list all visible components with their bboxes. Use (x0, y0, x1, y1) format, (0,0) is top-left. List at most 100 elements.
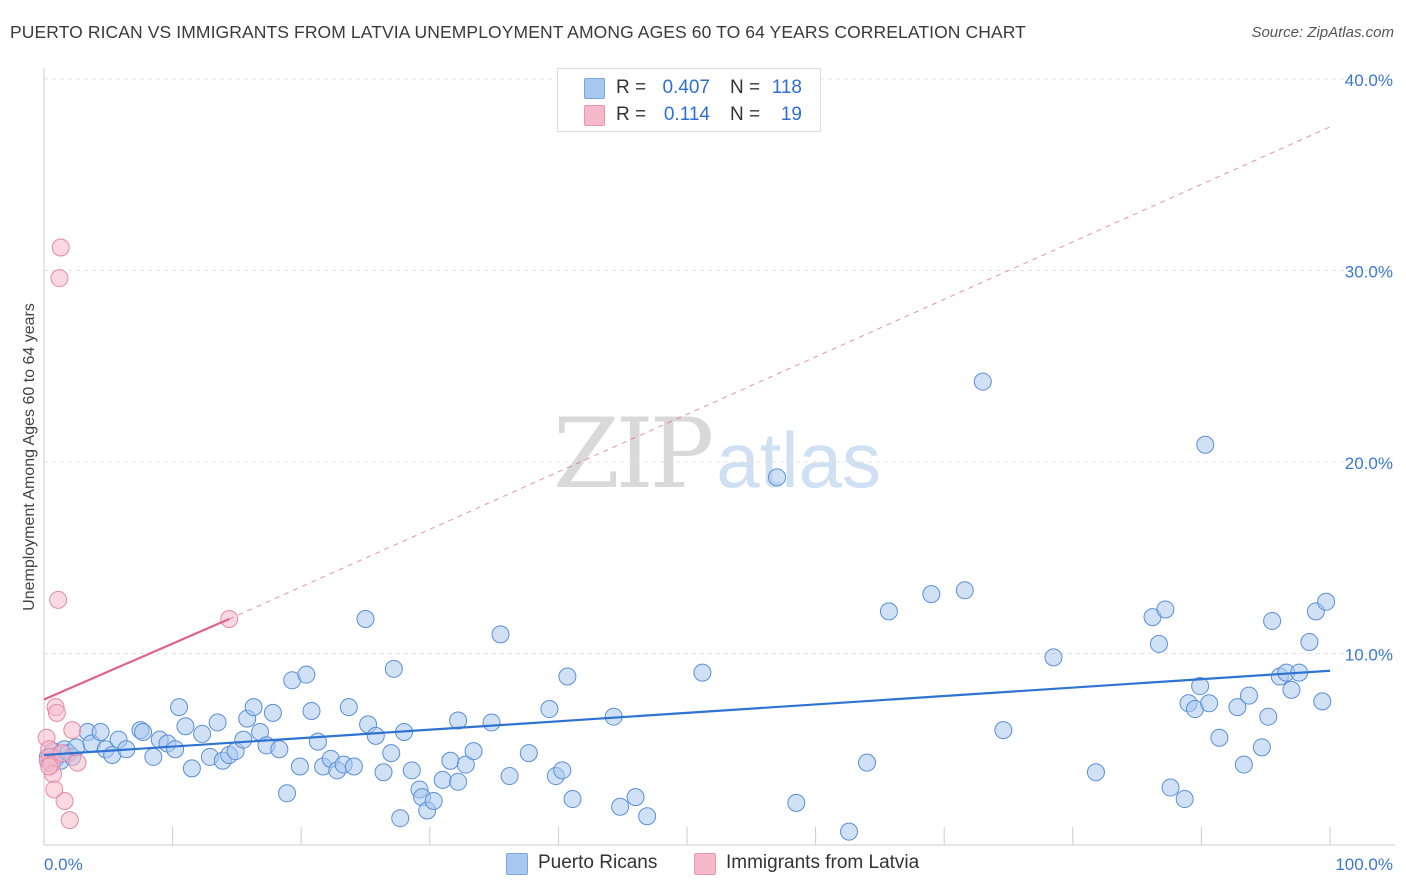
source-credit: Source: ZipAtlas.com (1251, 24, 1394, 41)
point-puerto-ricans (611, 797, 630, 816)
legend-n-value: 19 (780, 104, 802, 125)
point-puerto-ricans (491, 625, 510, 644)
point-puerto-ricans (339, 698, 358, 717)
axis-labels: 10.0% 20.0% 30.0% 40.0% 0.0% 100.0% Unemployme… (21, 71, 1393, 874)
point-puerto-ricans (263, 703, 282, 722)
point-puerto-ricans (1044, 648, 1063, 667)
point-puerto-ricans (973, 372, 992, 391)
point-puerto-ricans (840, 822, 859, 841)
point-puerto-ricans (1228, 698, 1247, 717)
point-puerto-ricans (1086, 763, 1105, 782)
point-puerto-ricans (382, 744, 401, 763)
point-latvia (55, 791, 74, 810)
legend-row-latvia: R = 0.114 N = 19 (558, 102, 820, 128)
point-puerto-ricans (302, 701, 321, 720)
point-puerto-ricans (1156, 600, 1175, 619)
point-puerto-ricans (433, 770, 452, 789)
point-puerto-ricans (1317, 592, 1336, 611)
legend-r-label: R = (616, 104, 647, 125)
point-puerto-ricans (384, 659, 403, 678)
data-points (37, 238, 1336, 841)
point-puerto-ricans (563, 790, 582, 809)
y-tick-label: 20.0% (1345, 454, 1393, 473)
y-tick-label: 40.0% (1345, 71, 1393, 90)
point-puerto-ricans (176, 717, 195, 736)
bottom-legend-label: Immigrants from Latvia (726, 852, 920, 873)
point-puerto-ricans (1210, 728, 1229, 747)
watermark-zip: ZIP (553, 398, 714, 510)
point-puerto-ricans (278, 784, 297, 803)
point-puerto-ricans (290, 757, 309, 776)
point-latvia (51, 238, 70, 257)
point-puerto-ricans (1259, 707, 1278, 726)
y-tick-label: 30.0% (1345, 263, 1393, 282)
legend-swatch-latvia (584, 105, 605, 126)
point-latvia (63, 721, 82, 740)
point-puerto-ricans (134, 723, 153, 742)
point-puerto-ricans (166, 740, 185, 759)
bottom-legend-swatch-puerto-ricans (506, 853, 528, 875)
bottom-legend-label: Puerto Ricans (538, 852, 658, 873)
point-puerto-ricans (170, 698, 189, 717)
point-puerto-ricans (955, 581, 974, 600)
point-puerto-ricans (91, 723, 110, 742)
point-puerto-ricans (424, 791, 443, 810)
legend-n-value: 118 (771, 77, 802, 98)
point-puerto-ricans (922, 585, 941, 604)
point-puerto-ricans (693, 663, 712, 682)
chart-title: PUERTO RICAN VS IMMIGRANTS FROM LATVIA U… (10, 22, 1026, 42)
point-puerto-ricans (182, 759, 201, 778)
point-puerto-ricans (208, 713, 227, 732)
trend-extension-latvia (228, 126, 1331, 620)
y-tick-label: 10.0% (1345, 646, 1393, 665)
point-puerto-ricans (1300, 633, 1319, 652)
legend-r-label: R = (616, 77, 647, 98)
point-puerto-ricans (553, 761, 572, 780)
legend-n-label: N = (730, 77, 761, 98)
point-puerto-ricans (1313, 692, 1332, 711)
point-puerto-ricans (1161, 778, 1180, 797)
trend-line-puerto-ricans (43, 669, 1331, 757)
point-puerto-ricans (879, 602, 898, 621)
legend-r-value: 0.407 (662, 77, 710, 98)
point-puerto-ricans (270, 740, 289, 759)
point-puerto-ricans (366, 726, 385, 745)
point-puerto-ricans (356, 610, 375, 629)
point-puerto-ricans (244, 698, 263, 717)
point-latvia (68, 753, 87, 772)
axes (43, 68, 1395, 846)
point-puerto-ricans (1282, 680, 1301, 699)
point-puerto-ricans (787, 793, 806, 812)
point-puerto-ricans (994, 721, 1013, 740)
point-puerto-ricans (464, 742, 483, 761)
grid-lines (44, 78, 1395, 654)
point-puerto-ricans (626, 788, 645, 807)
point-puerto-ricans (449, 711, 468, 730)
correlation-legend: R = 0.407 N = 118 R = 0.114 N = 19 (557, 68, 821, 132)
point-puerto-ricans (500, 767, 519, 786)
x-tick-label-max: 100.0% (1335, 855, 1393, 874)
point-puerto-ricans (1252, 738, 1271, 757)
point-puerto-ricans (1175, 790, 1194, 809)
point-puerto-ricans (144, 747, 163, 766)
point-puerto-ricans (768, 468, 787, 487)
trend-line-latvia (43, 618, 230, 701)
legend-swatch-puerto-ricans (584, 78, 605, 99)
point-latvia (60, 811, 79, 830)
point-puerto-ricans (1239, 686, 1258, 705)
point-latvia (47, 703, 66, 722)
bottom-legend-swatch-latvia (694, 853, 716, 875)
point-puerto-ricans (441, 751, 460, 770)
point-latvia (49, 590, 68, 609)
point-puerto-ricans (456, 755, 475, 774)
point-puerto-ricans (519, 744, 538, 763)
watermark-atlas: atlas (716, 416, 881, 504)
point-puerto-ricans (344, 757, 363, 776)
point-puerto-ricans (558, 667, 577, 686)
point-puerto-ricans (402, 761, 421, 780)
legend-n-label: N = (730, 104, 761, 125)
point-puerto-ricans (193, 724, 212, 743)
point-puerto-ricans (1196, 435, 1215, 454)
y-axis-label: Unemployment Among Ages 60 to 64 years (21, 303, 38, 611)
